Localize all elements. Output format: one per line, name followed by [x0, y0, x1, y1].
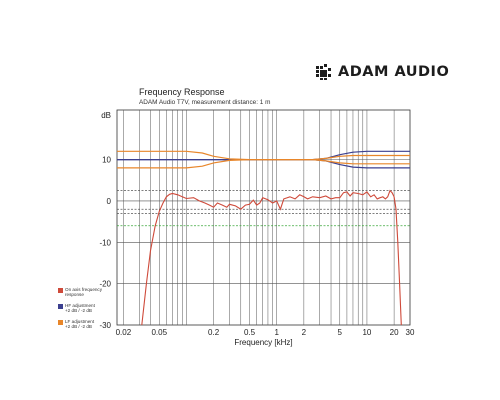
- brand-logo: ADAM AUDIO: [314, 62, 449, 82]
- x-tick-label: 0.5: [244, 328, 256, 337]
- y-tick-label: -20: [99, 280, 111, 289]
- y-tick-label: -30: [99, 321, 111, 330]
- y-tick-label: 0: [107, 197, 112, 206]
- legend-label: LF adjustment +2 dB / -2 dB: [65, 319, 125, 329]
- legend-swatch: [58, 304, 63, 309]
- x-tick-label: 0.2: [208, 328, 220, 337]
- legend-label-line: +2 dB / -2 dB: [65, 308, 92, 314]
- x-tick-label: 0.02: [116, 328, 132, 337]
- x-tick-label: 10: [362, 328, 371, 337]
- x-tick-label: 20: [390, 328, 399, 337]
- legend-label-line: LF adjustment: [65, 319, 95, 324]
- legend-label-line: +2 dB / -2 dB: [65, 324, 92, 330]
- chart-subtitle: ADAM Audio T7V, measurement distance: 1 …: [139, 99, 271, 106]
- legend-label: On axis frequency response: [65, 287, 125, 297]
- x-axis-label: Frequency [kHz]: [234, 338, 292, 347]
- legend-label: HF adjustment +2 dB / -2 dB: [65, 303, 125, 313]
- x-tick-label: 5: [338, 328, 343, 337]
- series-line-lf-adjustment: [117, 159, 410, 169]
- legend-label-line: On axis frequency: [65, 287, 103, 292]
- series-line-on-axis-response: [141, 189, 402, 326]
- y-tick-label: -10: [99, 238, 111, 247]
- legend-label-line: HF adjustment: [65, 303, 95, 308]
- legend-swatch: [58, 320, 63, 325]
- brand-name: ADAM AUDIO: [338, 64, 450, 80]
- chart-title: Frequency Response: [139, 87, 225, 97]
- legend-label-line: response: [65, 292, 84, 298]
- x-tick-label: 2: [302, 328, 307, 337]
- plot-frame: [116, 109, 411, 326]
- x-tick-label: 0.05: [151, 328, 167, 337]
- y-tick-label: 10: [102, 156, 111, 165]
- legend-swatch: [58, 288, 63, 293]
- series-line-lf-adjustment: [117, 150, 410, 161]
- adam-audio-logo-icon: [316, 64, 331, 80]
- y-axis-label: dB: [101, 111, 111, 120]
- x-tick-label: 30: [406, 328, 415, 337]
- x-tick-label: 1: [274, 328, 279, 337]
